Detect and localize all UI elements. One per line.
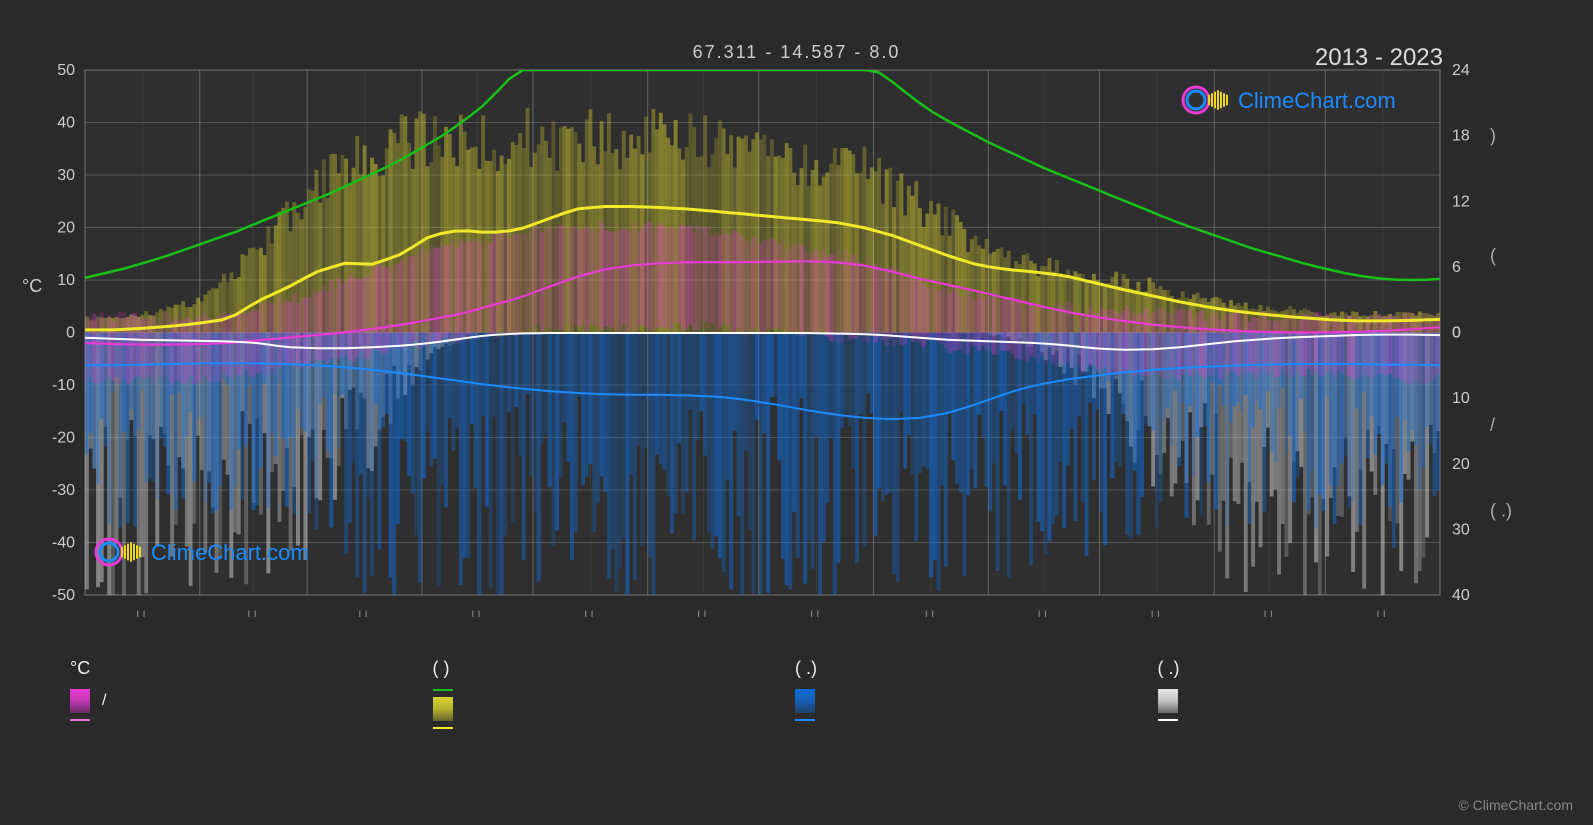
svg-text:30: 30	[57, 167, 75, 184]
svg-text:-10: -10	[52, 377, 75, 394]
copyright-text: © ClimeChart.com	[1458, 797, 1573, 813]
legend-item	[433, 689, 776, 691]
svg-text:6: 6	[1452, 259, 1461, 276]
year-range: 2013 - 2023	[1315, 44, 1443, 72]
chart-container: 67.311 - 14.587 - 8.0 2013 - 2023 °C -50…	[0, 0, 1593, 825]
legend-swatch	[1158, 719, 1178, 721]
svg-text:50: 50	[57, 62, 75, 79]
legend-swatch	[1158, 689, 1178, 713]
legend-column: ( )	[433, 658, 796, 735]
legend-item	[433, 727, 776, 729]
legend-label: /	[102, 692, 106, 710]
svg-text:ıı: ıı	[1376, 606, 1389, 620]
svg-text:12: 12	[1452, 193, 1470, 210]
climate-chart: -50-40-30-20-100102030405006121824010203…	[0, 0, 1593, 650]
svg-text:ıı: ıı	[925, 606, 938, 620]
legend-item	[1158, 719, 1501, 721]
legend-item	[70, 719, 413, 721]
svg-text:(: (	[1490, 245, 1496, 265]
svg-text:20: 20	[57, 220, 75, 237]
svg-text:18: 18	[1452, 128, 1470, 145]
svg-text:ıı: ıı	[136, 606, 149, 620]
svg-text:-20: -20	[52, 430, 75, 447]
svg-text:ıı: ıı	[247, 606, 260, 620]
legend-header: ( )	[433, 658, 776, 679]
svg-text:30: 30	[1452, 521, 1470, 538]
svg-text:40: 40	[57, 115, 75, 132]
svg-text:/: /	[1490, 415, 1495, 435]
svg-text:0: 0	[66, 325, 75, 342]
legend-header: ( .)	[1158, 658, 1501, 679]
legend-swatch	[795, 719, 815, 721]
svg-text:0: 0	[1452, 325, 1461, 342]
legend-header: °C	[70, 658, 413, 679]
svg-text:24: 24	[1452, 62, 1470, 79]
svg-text:10: 10	[57, 272, 75, 289]
legend-column: °C /	[70, 658, 433, 735]
legend-swatch	[433, 727, 453, 729]
svg-text:ıı: ıı	[1263, 606, 1276, 620]
legend-swatch	[433, 697, 453, 721]
legend-swatch	[433, 689, 453, 691]
legend-column: ( .)	[1158, 658, 1521, 735]
svg-text:-40: -40	[52, 535, 75, 552]
svg-text:( .): ( .)	[1490, 500, 1512, 520]
svg-text:ıı: ıı	[1038, 606, 1051, 620]
svg-text:ıı: ıı	[584, 606, 597, 620]
legend-swatch	[70, 689, 90, 713]
legend-header: ( .)	[795, 658, 1138, 679]
svg-text:-30: -30	[52, 482, 75, 499]
legend-item	[795, 689, 1138, 713]
svg-text:ıı: ıı	[810, 606, 823, 620]
svg-text:ıı: ıı	[471, 606, 484, 620]
svg-text:ClimeChart.com: ClimeChart.com	[151, 540, 309, 565]
svg-text:10: 10	[1452, 390, 1470, 407]
legend-item: /	[70, 689, 413, 713]
y-axis-left-label: °C	[22, 276, 42, 297]
svg-text:20: 20	[1452, 456, 1470, 473]
legend-swatch	[70, 719, 90, 721]
legend-swatch	[795, 689, 815, 713]
svg-text:ıı: ıı	[697, 606, 710, 620]
svg-text:40: 40	[1452, 587, 1470, 604]
svg-text:ıı: ıı	[1150, 606, 1163, 620]
svg-text:ClimeChart.com: ClimeChart.com	[1238, 88, 1396, 113]
legend: °C / ( ) ( .) ( .)	[70, 658, 1520, 735]
legend-item	[795, 719, 1138, 721]
svg-text:ıı: ıı	[358, 606, 371, 620]
legend-column: ( .)	[795, 658, 1158, 735]
svg-text:): )	[1490, 125, 1496, 145]
svg-text:-50: -50	[52, 587, 75, 604]
legend-item	[1158, 689, 1501, 713]
legend-item	[433, 697, 776, 721]
